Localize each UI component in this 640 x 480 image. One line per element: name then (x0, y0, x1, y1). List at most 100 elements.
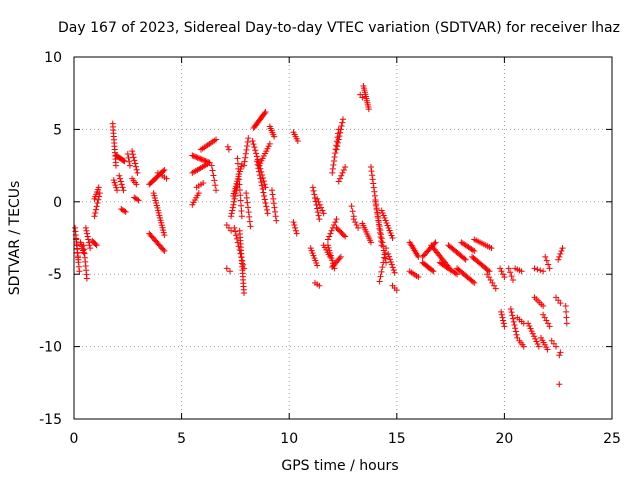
data-point (126, 158, 133, 165)
data-point (389, 235, 396, 241)
data-point (200, 179, 207, 186)
data-point (462, 256, 469, 263)
data-point (130, 154, 137, 161)
data-point (327, 230, 334, 237)
data-point (389, 264, 396, 271)
x-tick-label: 5 (177, 431, 186, 447)
data-point (393, 287, 400, 294)
data-point (189, 152, 196, 159)
data-point (316, 216, 323, 223)
data-point (382, 249, 389, 256)
data-point (237, 192, 244, 199)
data-point (324, 242, 331, 249)
data-point (540, 303, 547, 310)
data-point (238, 213, 245, 220)
data-point (224, 143, 231, 150)
data-point (124, 151, 131, 158)
data-point (511, 322, 518, 329)
data-point (246, 218, 253, 225)
data-point (315, 212, 322, 219)
data-point (500, 320, 507, 327)
data-point (377, 227, 384, 234)
chart-title: Day 167 of 2023, Sidereal Day-to-day VTE… (58, 20, 620, 36)
data-point (332, 150, 339, 157)
data-point (251, 144, 258, 151)
data-point (546, 265, 553, 272)
data-point (355, 224, 362, 231)
data-point (229, 204, 236, 211)
data-point (557, 300, 564, 307)
data-point (471, 279, 478, 286)
data-point (329, 165, 336, 172)
data-point (255, 165, 262, 172)
data-point (353, 221, 360, 228)
data-point (352, 219, 359, 226)
x-tick-label: 20 (495, 431, 513, 447)
data-point (386, 253, 393, 260)
data-point (329, 169, 336, 176)
data-point (160, 246, 167, 253)
y-tick-labels: -15 -10 -5 0 5 10 (39, 50, 62, 428)
data-point (310, 187, 317, 194)
data-point (320, 210, 327, 217)
y-tick-label: -15 (39, 412, 62, 428)
data-point (125, 154, 132, 161)
data-point (531, 333, 538, 340)
data-point (262, 199, 269, 206)
data-point (260, 189, 267, 196)
data-point (454, 271, 461, 278)
data-point (556, 381, 563, 388)
data-point (326, 247, 333, 254)
data-point (336, 255, 343, 262)
data-point (430, 268, 437, 275)
data-point (228, 210, 235, 217)
data-point (235, 171, 242, 178)
data-point (294, 137, 301, 144)
data-point (382, 255, 389, 262)
data-point (563, 320, 570, 327)
x-tick-label: 25 (603, 431, 621, 447)
data-points (72, 82, 570, 388)
data-point (243, 190, 250, 197)
data-point (359, 94, 366, 101)
data-point (318, 204, 325, 211)
data-point (340, 166, 347, 173)
data-point (135, 197, 142, 204)
data-point (93, 203, 100, 210)
data-point (231, 224, 238, 231)
data-point (509, 312, 516, 319)
data-point (234, 155, 241, 162)
data-point (337, 253, 344, 260)
data-point (415, 274, 422, 281)
data-point (160, 168, 167, 175)
data-point (562, 303, 569, 310)
data-point (498, 311, 505, 318)
data-point (339, 119, 346, 126)
data-point (332, 219, 339, 226)
data-point (273, 217, 280, 224)
data-point (508, 309, 515, 316)
data-point (527, 325, 534, 332)
x-tick-label: 10 (280, 431, 298, 447)
data-point (383, 219, 390, 226)
data-point (112, 182, 119, 189)
data-point (161, 248, 168, 255)
data-point (328, 227, 335, 234)
data-point (293, 230, 300, 237)
data-point (316, 201, 323, 208)
data-point (337, 129, 344, 136)
data-point (262, 109, 269, 116)
data-point (243, 194, 250, 201)
data-point (231, 198, 238, 205)
data-point (314, 262, 321, 269)
data-point (510, 315, 517, 322)
data-point (110, 177, 117, 184)
data-point (377, 273, 384, 280)
data-point (271, 133, 278, 140)
data-point (533, 338, 540, 345)
y-axis-label: SDTVAR / TECUs (7, 181, 23, 296)
data-point (240, 261, 247, 268)
data-point (379, 264, 386, 271)
data-point (528, 328, 535, 335)
data-point (239, 258, 246, 265)
